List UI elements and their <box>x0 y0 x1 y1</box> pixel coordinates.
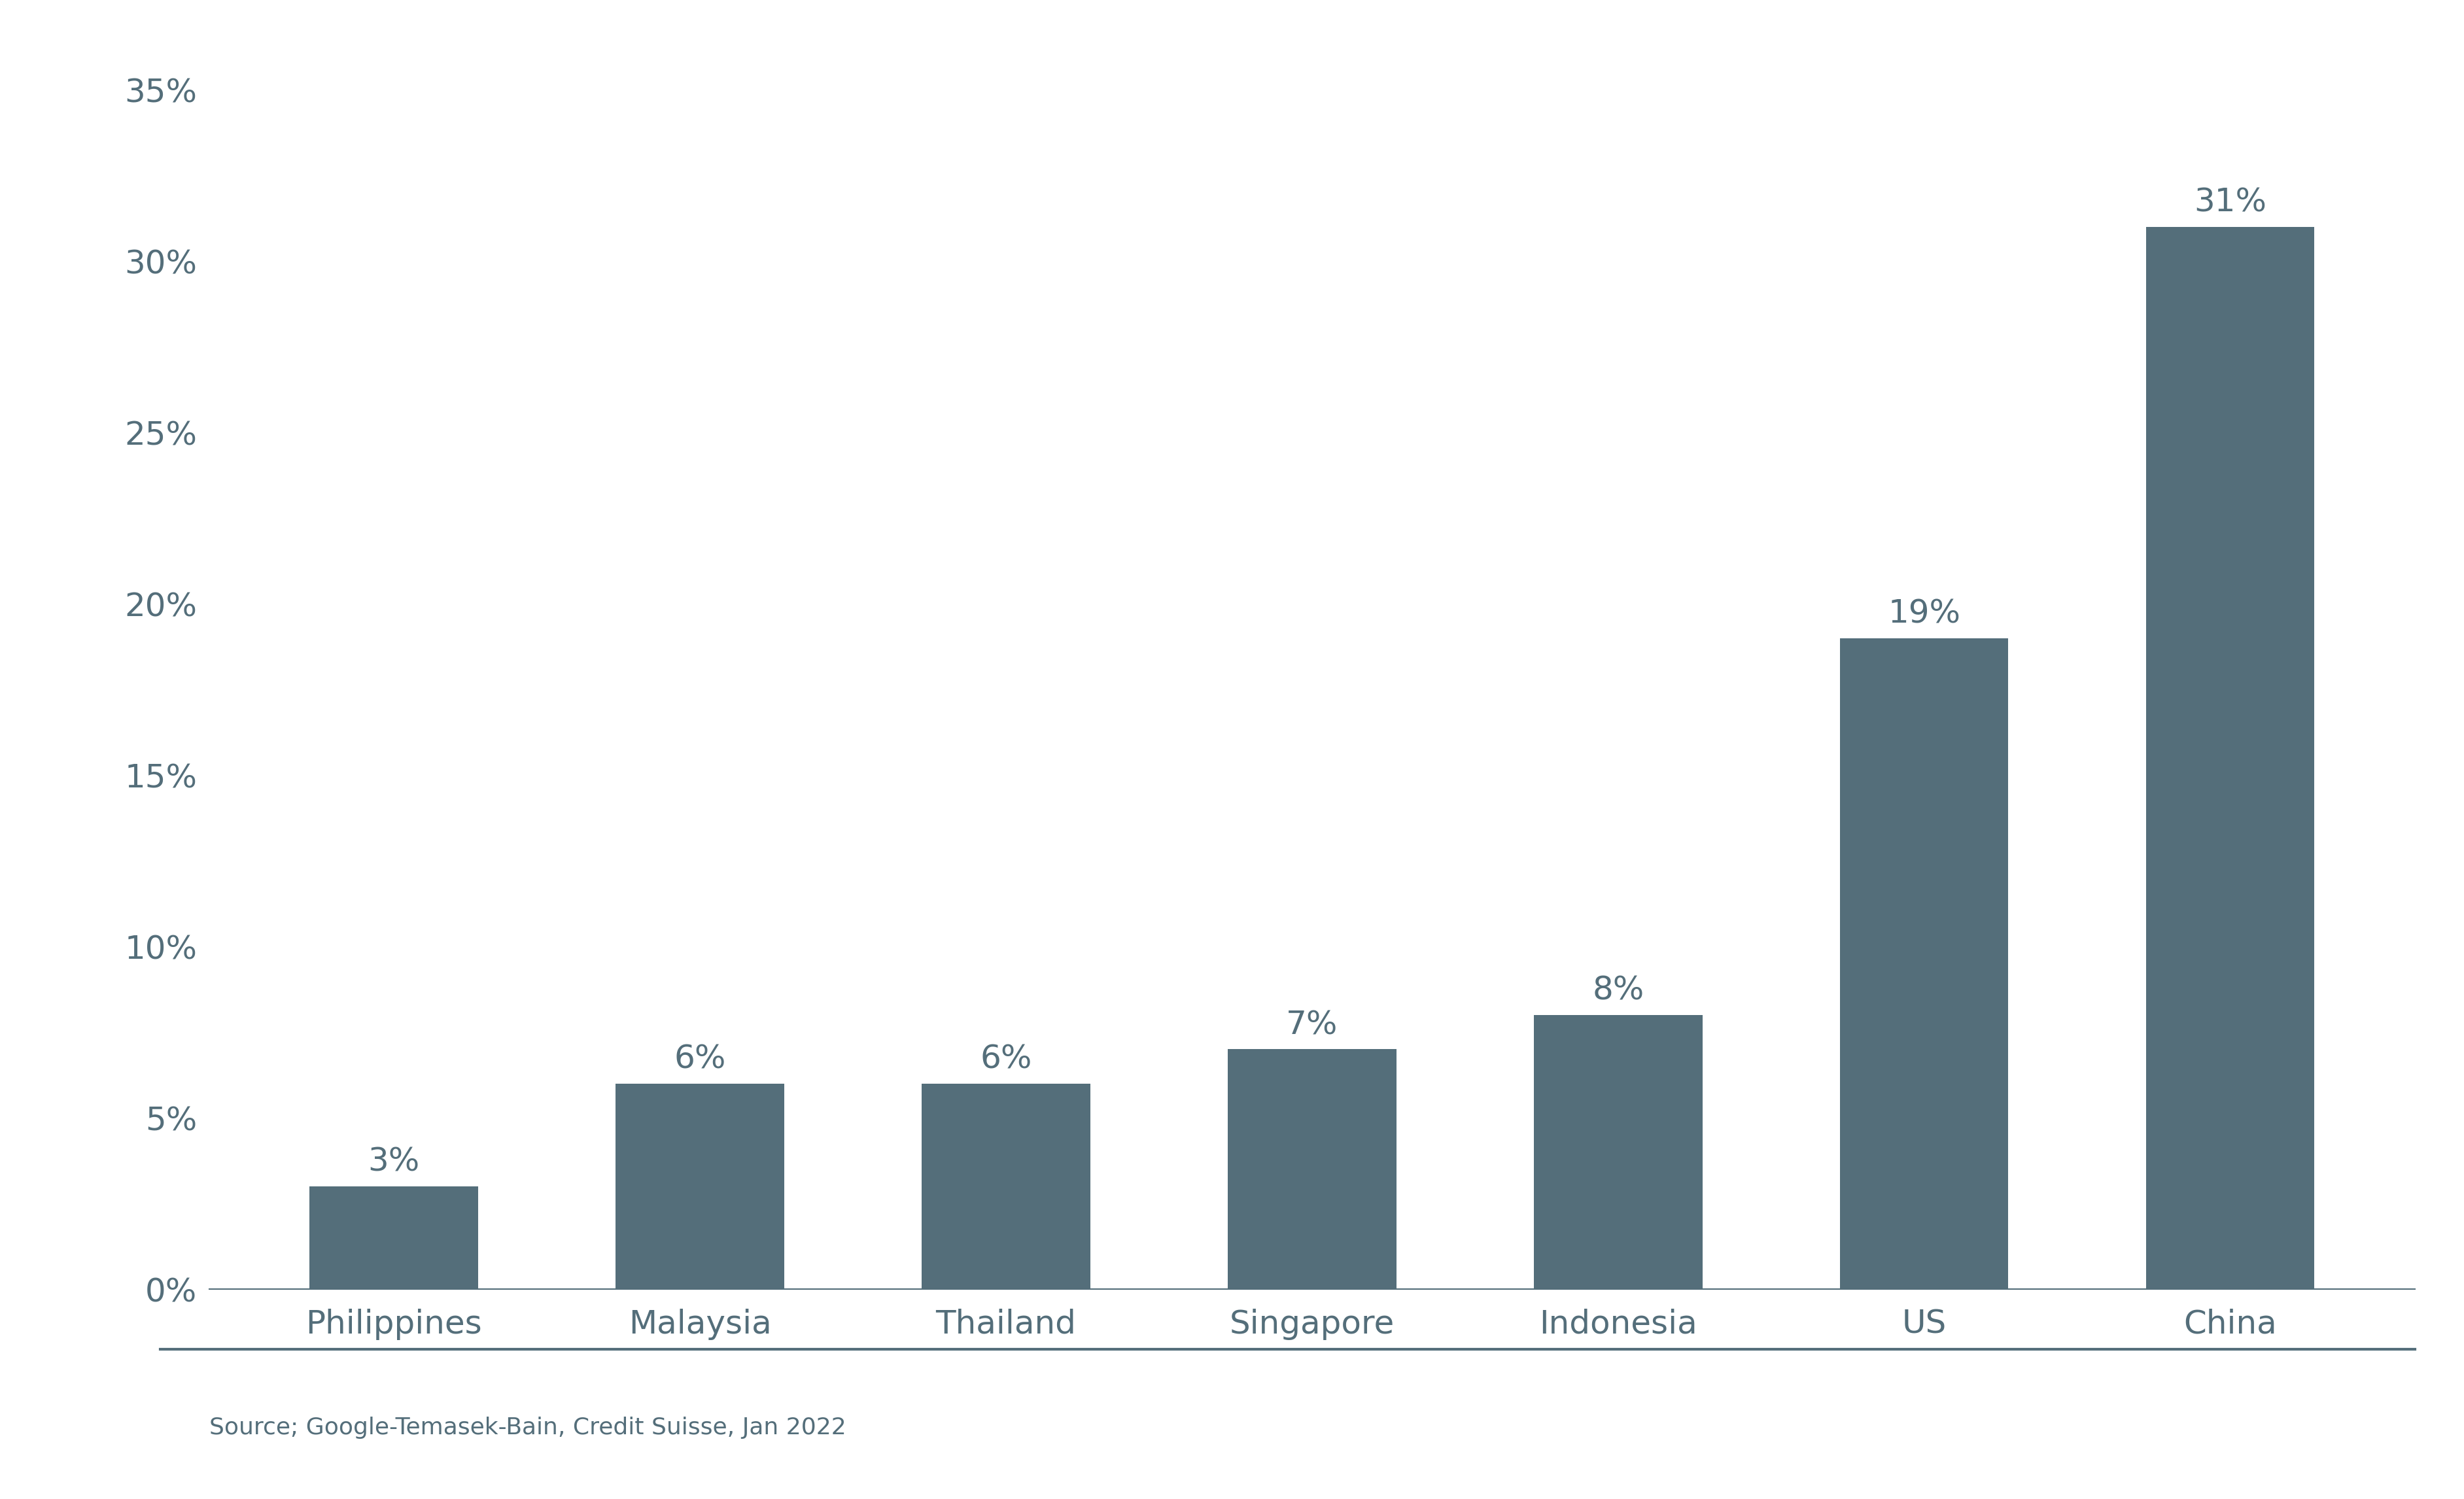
Text: 6%: 6% <box>675 1043 727 1075</box>
Bar <box>616 1084 784 1289</box>
Text: 8%: 8% <box>1592 974 1643 1006</box>
Text: Source; Google-Temasek-Bain, Credit Suisse, Jan 2022: Source; Google-Temasek-Bain, Credit Suis… <box>209 1417 845 1439</box>
Bar <box>1227 1049 1397 1289</box>
Text: 31%: 31% <box>2193 187 2267 219</box>
Text: 19%: 19% <box>1887 598 1961 630</box>
Bar <box>1535 1015 1703 1289</box>
Bar <box>2146 226 2314 1289</box>
Text: 6%: 6% <box>981 1043 1032 1075</box>
Bar <box>1841 639 2008 1289</box>
Text: 7%: 7% <box>1286 1009 1338 1040</box>
Text: 3%: 3% <box>367 1147 419 1178</box>
Bar <box>922 1084 1089 1289</box>
Bar <box>310 1186 478 1289</box>
